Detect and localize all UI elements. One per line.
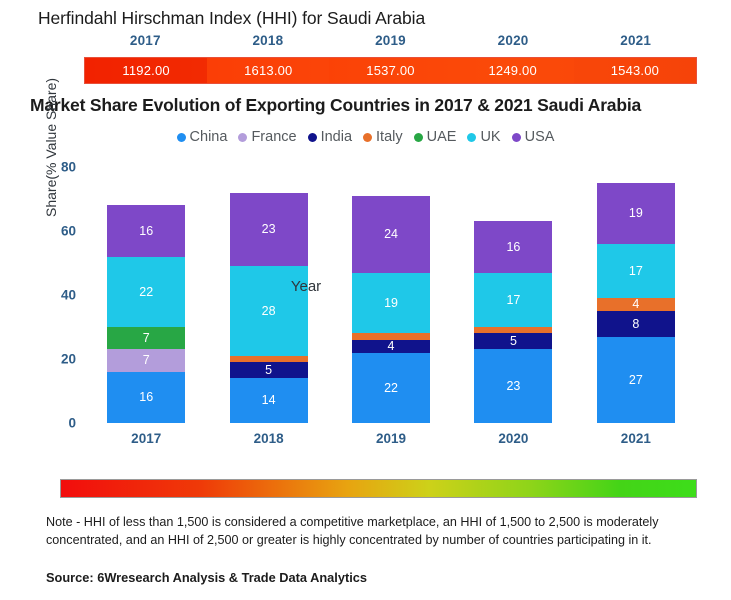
bar-segment-china[interactable]: 14 (229, 378, 308, 423)
hhi-year-header-row: 2017 2018 2019 2020 2021 (84, 33, 697, 53)
legend-item-italy[interactable]: Italy (363, 129, 403, 145)
bar-segment-uk[interactable]: 19 (352, 272, 431, 334)
bar-segment-usa[interactable]: 24 (352, 195, 431, 273)
legend-swatch-icon (176, 132, 186, 142)
legend-swatch-icon (467, 132, 477, 142)
y-axis-tick-label: 40 (60, 287, 76, 303)
x-axis-tick-label: 2017 (131, 431, 162, 446)
legend-swatch-icon (413, 132, 423, 142)
bar-group-2019: 22 4 19 24 2019 (330, 167, 452, 446)
legend-item-label: Italy (376, 129, 403, 145)
legend-item-label: China (189, 129, 228, 145)
x-axis-label: Year (290, 278, 322, 295)
x-axis-tick-label: 2020 (498, 431, 529, 446)
bar-segment-india[interactable]: 5 (229, 362, 308, 379)
hhi-value-cell: 1192.00 (85, 58, 208, 83)
hhi-year-label: 2017 (129, 33, 161, 48)
hhi-value-cell: 1537.00 (329, 58, 452, 83)
hhi-year-label: 2020 (497, 33, 529, 48)
bar-segment-italy[interactable] (474, 327, 553, 334)
y-axis-label: Share(% Value Share) (43, 77, 59, 217)
bar-segment-uk[interactable]: 17 (596, 243, 675, 299)
hhi-year-label: 2021 (620, 33, 652, 48)
legend-item-uk[interactable]: UK (467, 129, 501, 145)
legend-item-label: France (251, 129, 297, 145)
y-axis-tick-label: 80 (60, 159, 76, 175)
bar-segment-italy[interactable] (229, 355, 308, 363)
bar-segment-india[interactable]: 5 (474, 333, 553, 350)
bar-group-2021: 27 8 4 17 19 2021 (575, 167, 697, 446)
hhi-value-cell: 1613.00 (207, 58, 330, 83)
bar-segment-china[interactable]: 16 (107, 371, 186, 423)
footer-source: Source: 6Wresearch Analysis & Trade Data… (46, 570, 368, 585)
legend-item-label: UAE (426, 129, 457, 145)
x-axis-tick-label: 2021 (620, 431, 651, 446)
hhi-value-bar: 1192.00 1613.00 1537.00 1249.00 1543.00 (84, 57, 697, 84)
bar-segment-china[interactable]: 23 (474, 349, 553, 423)
y-axis-tick-label: 0 (68, 415, 76, 431)
legend-swatch-icon (363, 132, 373, 142)
bar-segment-usa[interactable]: 23 (229, 192, 308, 267)
legend-item-india[interactable]: India (307, 129, 353, 145)
chart-title: Market Share Evolution of Exporting Coun… (30, 95, 642, 115)
bar-segment-france[interactable]: 7 (107, 349, 186, 372)
bar-segment-italy[interactable]: 4 (596, 298, 675, 312)
footer-note: Note - HHI of less than 1,500 is conside… (46, 515, 659, 548)
legend-swatch-icon (307, 132, 317, 142)
hhi-year-label: 2019 (375, 33, 406, 48)
bar-segment-uk[interactable]: 28 (229, 266, 308, 356)
legend-swatch-icon (511, 132, 521, 142)
bar-group-2020: 23 5 17 16 2020 (452, 167, 574, 446)
stacked-bar-series: 16 7 7 22 16 2017 14 5 28 23 2018 22 4 19 24 2019 23 5 17 1… (85, 167, 697, 446)
hhi-concentration-scale-bar (60, 479, 697, 498)
bar-segment-india[interactable]: 8 (596, 311, 675, 337)
bar-segment-usa[interactable]: 16 (107, 205, 186, 257)
hhi-value-cell: 1249.00 (488, 63, 537, 78)
legend-item-label: UK (480, 129, 501, 145)
bar-segment-china[interactable]: 22 (352, 352, 431, 423)
stacked-bar[interactable]: 23 5 17 16 (474, 221, 553, 423)
bar-group-2017: 16 7 7 22 16 2017 (85, 167, 207, 446)
hhi-value-cell: 1543.00 (573, 58, 697, 83)
legend-item-france[interactable]: France (238, 129, 297, 145)
legend-item-china[interactable]: China (176, 129, 228, 145)
bar-segment-italy[interactable] (352, 333, 431, 340)
legend-item-usa[interactable]: USA (511, 129, 555, 145)
y-axis-tick-label: 20 (60, 351, 76, 367)
bar-segment-usa[interactable]: 16 (474, 221, 553, 273)
legend-swatch-icon (238, 132, 248, 142)
bar-segment-china[interactable]: 27 (596, 336, 675, 423)
x-axis-tick-label: 2018 (253, 431, 284, 446)
legend-item-label: USA (524, 129, 555, 145)
bar-segment-uk[interactable]: 17 (474, 272, 553, 328)
bar-segment-uae[interactable]: 7 (107, 327, 186, 350)
stacked-bar[interactable]: 22 4 19 24 (352, 195, 431, 423)
chart-plot-area: Share(% Value Share) 0 20 40 60 80 16 7 7 22 16 2… (43, 78, 697, 446)
chart-legend: China France India Italy UAE UK USA (0, 129, 731, 145)
hhi-title: Herfindahl Hirschman Index (HHI) for Sau… (38, 8, 426, 28)
stacked-bar[interactable]: 14 5 28 23 (229, 192, 308, 423)
x-axis-tick-label: 2019 (375, 431, 407, 446)
stacked-bar[interactable]: 16 7 7 22 16 (107, 205, 186, 423)
bar-segment-usa[interactable]: 19 (596, 183, 675, 244)
y-axis-tick-label: 60 (60, 223, 76, 239)
bar-group-2018: 14 5 28 23 2018 (207, 167, 329, 446)
legend-item-label: India (320, 129, 353, 145)
hhi-year-label: 2018 (252, 33, 284, 48)
bar-segment-india[interactable]: 4 (352, 339, 431, 353)
stacked-bar[interactable]: 27 8 4 17 19 (596, 183, 675, 423)
bar-segment-uk[interactable]: 22 (107, 256, 186, 328)
legend-item-uae[interactable]: UAE (413, 129, 457, 145)
